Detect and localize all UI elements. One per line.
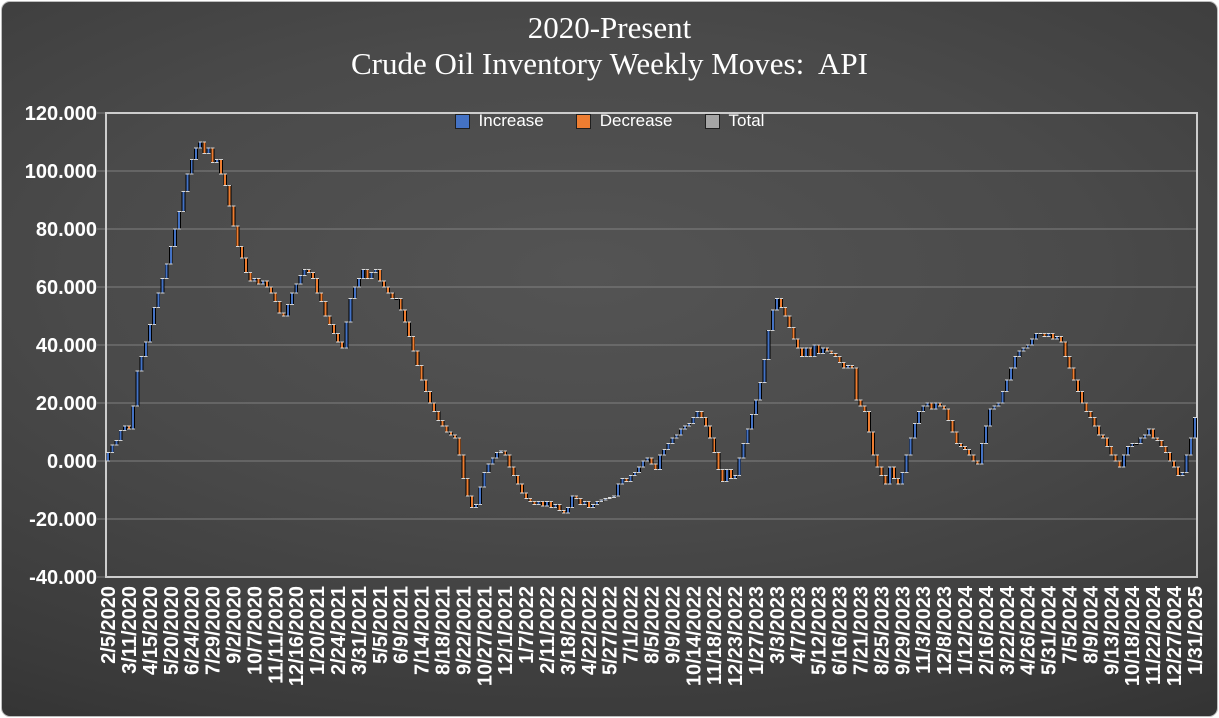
svg-text:-20.000: -20.000 — [29, 509, 97, 531]
svg-text:4/22/2022: 4/22/2022 — [579, 586, 601, 675]
svg-text:9/22/2021: 9/22/2021 — [453, 586, 475, 675]
svg-text:3/11/2020: 3/11/2020 — [119, 586, 141, 674]
svg-text:11/18/2022: 11/18/2022 — [704, 586, 726, 685]
svg-text:11/22/2024: 11/22/2024 — [1143, 585, 1165, 685]
svg-text:9/29/2023: 9/29/2023 — [892, 586, 914, 675]
svg-text:100.000: 100.000 — [25, 161, 97, 183]
svg-text:4/26/2024: 4/26/2024 — [1018, 585, 1040, 675]
svg-text:80.000: 80.000 — [36, 219, 97, 241]
decrease-swatch-icon — [575, 113, 591, 129]
x-axis-labels: 2/5/20203/11/20204/15/20205/20/20206/24/… — [98, 585, 1207, 686]
total-swatch-icon — [704, 113, 720, 129]
svg-text:7/29/2020: 7/29/2020 — [203, 586, 225, 675]
svg-text:2/5/2020: 2/5/2020 — [98, 586, 120, 664]
svg-text:5/27/2022: 5/27/2022 — [600, 586, 622, 675]
svg-text:3/18/2022: 3/18/2022 — [558, 586, 580, 675]
svg-text:7/5/2024: 7/5/2024 — [1060, 585, 1082, 664]
svg-text:3/22/2024: 3/22/2024 — [997, 585, 1019, 675]
svg-text:12/23/2022: 12/23/2022 — [725, 586, 747, 686]
svg-text:120.000: 120.000 — [25, 103, 97, 125]
chart-title: 2020-Present Crude Oil Inventory Weekly … — [0, 10, 1219, 82]
svg-text:4/7/2023: 4/7/2023 — [788, 586, 810, 664]
svg-text:7/21/2023: 7/21/2023 — [851, 586, 873, 675]
svg-text:12/27/2024: 12/27/2024 — [1164, 585, 1186, 686]
svg-text:8/9/2024: 8/9/2024 — [1080, 585, 1102, 664]
legend-label-decrease: Decrease — [599, 111, 673, 130]
svg-text:9/2/2020: 9/2/2020 — [224, 586, 246, 664]
svg-text:1/27/2023: 1/27/2023 — [746, 586, 768, 675]
svg-text:1/31/2025: 1/31/2025 — [1185, 586, 1207, 675]
svg-text:1/12/2024: 1/12/2024 — [955, 585, 977, 675]
svg-text:12/1/2021: 12/1/2021 — [495, 586, 517, 675]
svg-text:7/1/2022: 7/1/2022 — [621, 586, 643, 664]
svg-text:2/16/2024: 2/16/2024 — [976, 585, 998, 675]
chart-title-line1: 2020-Present — [527, 10, 692, 45]
svg-text:6/9/2021: 6/9/2021 — [391, 586, 413, 664]
svg-text:10/7/2020: 10/7/2020 — [244, 586, 266, 675]
waterfall-bars — [106, 141, 1197, 514]
svg-text:3/31/2021: 3/31/2021 — [349, 586, 371, 675]
svg-text:7/14/2021: 7/14/2021 — [412, 586, 434, 675]
svg-text:1/20/2021: 1/20/2021 — [307, 586, 329, 675]
svg-text:8/25/2023: 8/25/2023 — [871, 586, 893, 675]
svg-text:10/27/2021: 10/27/2021 — [474, 586, 496, 686]
svg-text:10/14/2022: 10/14/2022 — [683, 586, 705, 686]
svg-text:2/11/2022: 2/11/2022 — [537, 586, 559, 674]
svg-text:8/5/2022: 8/5/2022 — [642, 586, 664, 664]
svg-text:2/24/2021: 2/24/2021 — [328, 586, 350, 675]
svg-text:-40.000: -40.000 — [29, 567, 97, 589]
svg-text:4/15/2020: 4/15/2020 — [140, 586, 162, 675]
svg-text:0.000: 0.000 — [47, 451, 97, 473]
legend-label-increase: Increase — [478, 111, 544, 130]
svg-text:12/16/2020: 12/16/2020 — [286, 586, 308, 686]
increase-swatch-icon — [454, 113, 470, 129]
svg-text:40.000: 40.000 — [36, 335, 97, 357]
svg-text:9/9/2022: 9/9/2022 — [662, 586, 684, 664]
legend-item-decrease[interactable]: Decrease — [575, 111, 673, 131]
svg-text:9/13/2024: 9/13/2024 — [1101, 585, 1123, 675]
legend-item-total[interactable]: Total — [704, 111, 765, 131]
svg-text:20.000: 20.000 — [36, 393, 97, 415]
svg-text:11/3/2023: 11/3/2023 — [913, 586, 935, 674]
svg-text:5/31/2024: 5/31/2024 — [1039, 585, 1061, 675]
svg-text:1/7/2022: 1/7/2022 — [516, 586, 538, 664]
svg-text:5/12/2023: 5/12/2023 — [809, 586, 831, 675]
chart-legend: Increase Decrease Total — [0, 111, 1219, 131]
svg-text:60.000: 60.000 — [36, 277, 97, 299]
gridlines — [97, 112, 1198, 578]
y-axis-labels: 120.000 100.000 80.000 60.000 40.000 20.000 0.… — [25, 103, 97, 589]
legend-item-increase[interactable]: Increase — [454, 111, 544, 131]
svg-text:10/18/2024: 10/18/2024 — [1122, 585, 1144, 686]
svg-text:8/18/2021: 8/18/2021 — [433, 586, 455, 675]
svg-text:6/24/2020: 6/24/2020 — [182, 586, 204, 675]
chart-title-line2: Crude Oil Inventory Weekly Moves: API — [351, 46, 868, 81]
legend-label-total: Total — [728, 111, 765, 130]
svg-text:12/8/2023: 12/8/2023 — [934, 586, 956, 675]
svg-text:5/5/2021: 5/5/2021 — [370, 586, 392, 664]
svg-text:11/11/2020: 11/11/2020 — [265, 586, 287, 684]
svg-text:6/16/2023: 6/16/2023 — [830, 586, 852, 675]
svg-text:5/20/2020: 5/20/2020 — [161, 586, 183, 675]
svg-text:3/3/2023: 3/3/2023 — [767, 586, 789, 664]
